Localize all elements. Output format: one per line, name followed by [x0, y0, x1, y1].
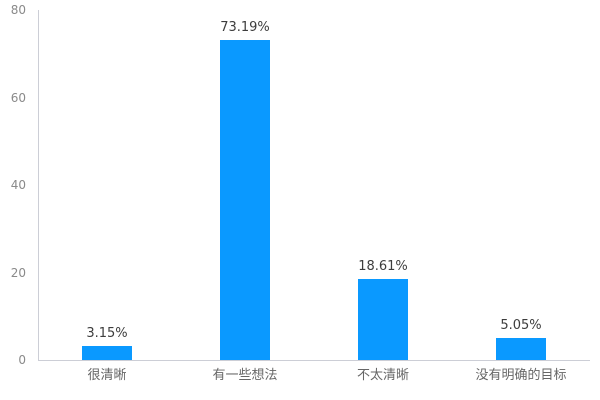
x-axis-line [38, 360, 590, 361]
bar-value-label: 73.19% [220, 19, 270, 35]
x-category-label: 不太清晰 [356, 368, 409, 383]
y-tick-label: 0 [18, 353, 26, 367]
bar [220, 39, 270, 360]
bar-value-label: 3.15% [86, 326, 128, 342]
y-tick-label: 20 [10, 265, 26, 280]
x-category-label: 有一些想法 [212, 368, 278, 383]
y-axis-line [38, 10, 39, 360]
y-tick-label: 80 [10, 3, 26, 17]
bar [496, 337, 546, 360]
y-tick-label: 40 [10, 178, 26, 192]
bar-value-label: 5.05% [500, 317, 542, 333]
bar-value-label: 18.61% [358, 258, 408, 274]
x-category-label: 没有明确的目标 [475, 368, 567, 383]
y-tick-label: 60 [10, 90, 26, 105]
bar [82, 346, 132, 360]
x-category-label: 很清晰 [87, 368, 127, 383]
bar [358, 278, 408, 360]
